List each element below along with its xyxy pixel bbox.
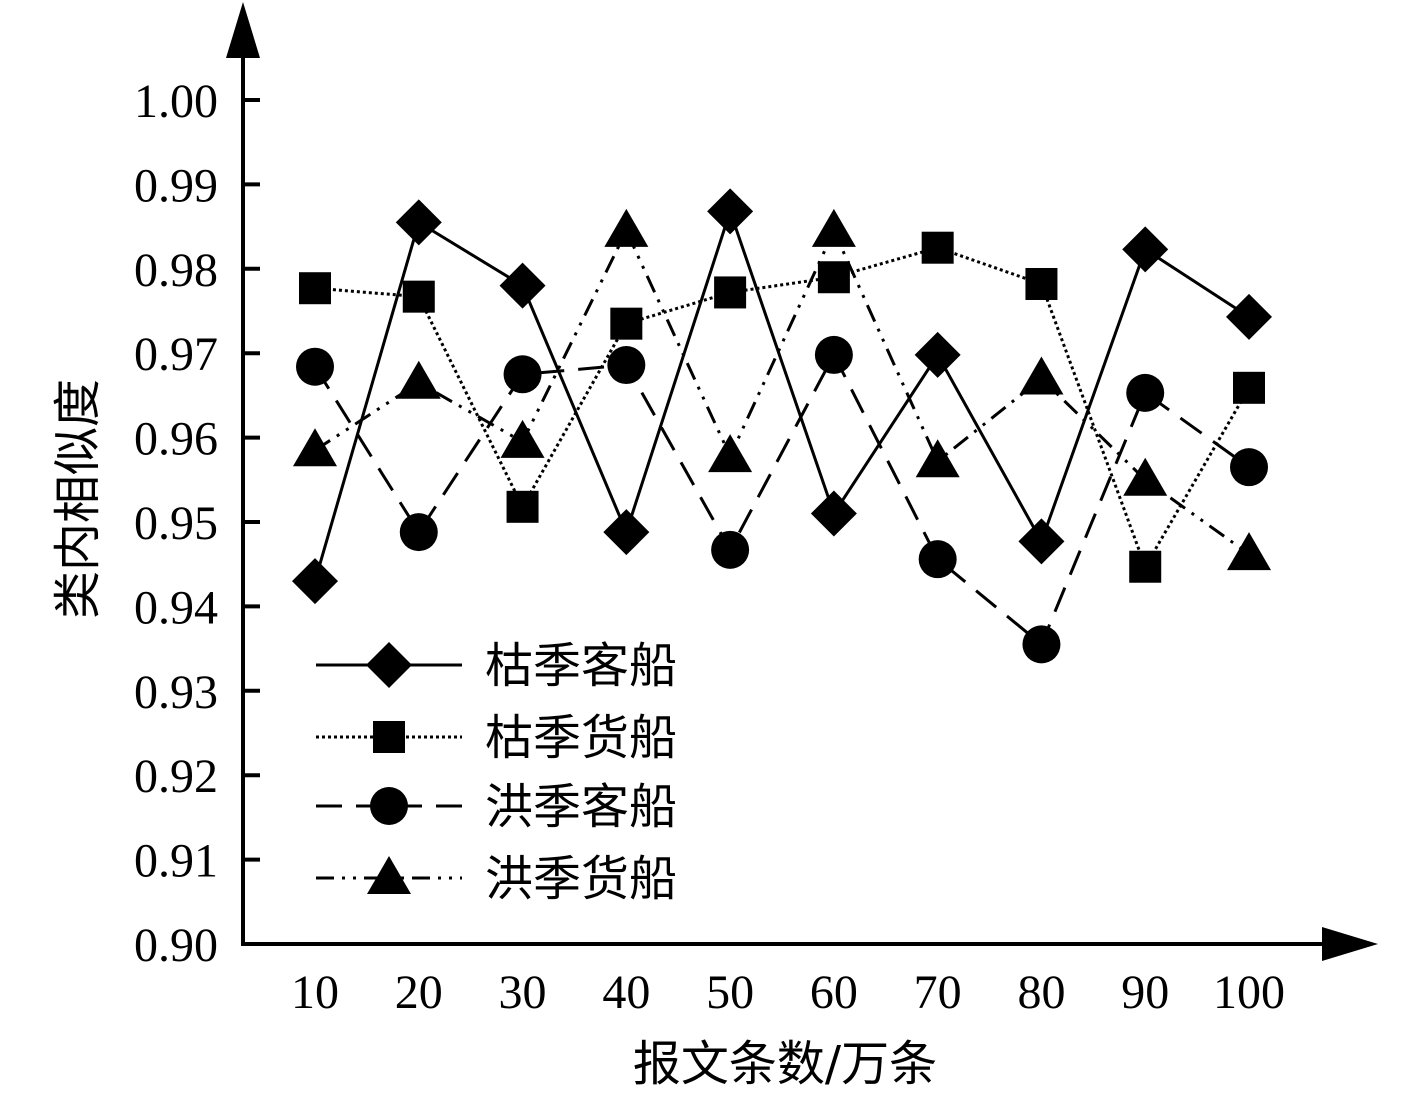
data-point-circle (1230, 448, 1268, 487)
series-line (314, 246, 1251, 571)
data-point-circle (296, 347, 334, 386)
x-tick-label: 100 (1213, 966, 1285, 1019)
axes (226, 2, 1378, 961)
legend-label: 洪季货船 (485, 851, 677, 907)
y-tick-label: 0.91 (134, 835, 218, 888)
series-circle (296, 335, 1268, 664)
data-point-circle (399, 513, 438, 552)
legend-item: 洪季客船 (316, 779, 677, 835)
x-tick-label: 50 (706, 966, 754, 1019)
data-point-square (921, 231, 954, 264)
y-axis-title: 类内相似度 (50, 379, 106, 619)
data-point-square (402, 280, 435, 313)
data-point-diamond (499, 262, 546, 309)
data-point-diamond (1122, 226, 1169, 273)
data-point-circle (503, 355, 542, 394)
data-point-triangle (811, 208, 856, 247)
legend-label: 洪季客船 (485, 779, 677, 835)
x-tick-label: 70 (914, 966, 962, 1019)
data-point-circle (814, 335, 853, 374)
x-tick-label: 90 (1121, 966, 1169, 1019)
data-point-circle (1022, 625, 1061, 664)
data-point-diamond (292, 558, 338, 605)
data-point-diamond (395, 199, 442, 246)
data-point-circle (918, 540, 957, 579)
series-triangle (293, 208, 1271, 571)
y-tick-label: 0.98 (134, 244, 218, 297)
x-tick-label: 60 (810, 966, 858, 1019)
data-point-square (610, 307, 643, 340)
x-tick-label: 40 (602, 966, 650, 1019)
data-point-circle (1126, 373, 1165, 412)
x-axis-arrow (1322, 927, 1378, 961)
y-ticks: 0.90 0.91 0.92 0.93 0.94 0.95 0.96 0.97 0.98 0.99… (134, 75, 260, 972)
legend-label: 枯季货船 (485, 710, 677, 766)
series-diamond (292, 188, 1272, 605)
data-point-square (1233, 371, 1265, 404)
legend-label: 枯季客船 (485, 638, 677, 694)
series-square (299, 231, 1265, 583)
x-tick-label: 10 (291, 966, 339, 1019)
data-point-square (1025, 267, 1058, 300)
data-point-triangle (396, 360, 441, 399)
data-point-diamond (810, 490, 857, 537)
data-point-triangle (708, 434, 753, 473)
y-tick-label: 0.93 (134, 666, 218, 719)
y-tick-label: 0.97 (134, 328, 218, 381)
data-point-circle (711, 530, 750, 569)
x-ticks: 10 20 30 40 50 60 70 80 90 100 (291, 966, 1285, 1019)
data-point-triangle (915, 439, 960, 478)
data-point-triangle (604, 208, 649, 247)
x-tick-label: 20 (395, 966, 443, 1019)
y-tick-label: 0.96 (134, 413, 218, 466)
series-line (314, 227, 1250, 556)
legend-marker-triangle (367, 856, 411, 894)
y-tick-label: 0.90 (134, 919, 218, 972)
legend-item: 枯季货船 (316, 710, 677, 766)
data-point-diamond (914, 331, 961, 378)
y-tick-label: 0.92 (134, 750, 218, 803)
data-point-square (506, 490, 539, 523)
data-point-diamond (603, 509, 650, 556)
series-line (313, 351, 1250, 647)
legend-marker-diamond (366, 642, 412, 688)
legend-item: 洪季货船 (316, 851, 677, 907)
data-point-triangle (1123, 457, 1168, 496)
x-tick-label: 30 (499, 966, 547, 1019)
y-axis-arrow (226, 2, 260, 58)
data-point-diamond (707, 188, 754, 235)
data-point-square (714, 276, 747, 309)
data-point-triangle (1227, 532, 1271, 571)
data-point-square (1129, 550, 1162, 583)
series-layer (292, 188, 1272, 664)
data-point-circle (607, 346, 646, 385)
x-tick-label: 80 (1017, 966, 1065, 1019)
legend-marker-square (373, 721, 405, 753)
data-point-triangle (1019, 356, 1064, 395)
data-point-diamond (1018, 518, 1065, 565)
series-line (313, 206, 1250, 582)
data-point-diamond (1226, 293, 1272, 340)
data-point-triangle (293, 428, 337, 467)
legend-item: 枯季客船 (316, 638, 677, 694)
y-tick-label: 0.94 (134, 581, 218, 634)
data-point-square (299, 272, 331, 305)
y-tick-label: 0.95 (134, 497, 218, 550)
x-axis-title: 报文条数/万条 (633, 1036, 937, 1092)
y-tick-label: 1.00 (134, 75, 218, 128)
data-point-triangle (500, 419, 545, 458)
y-tick-label: 0.99 (134, 159, 218, 212)
data-point-square (817, 261, 850, 294)
legend-marker-circle (370, 787, 408, 825)
